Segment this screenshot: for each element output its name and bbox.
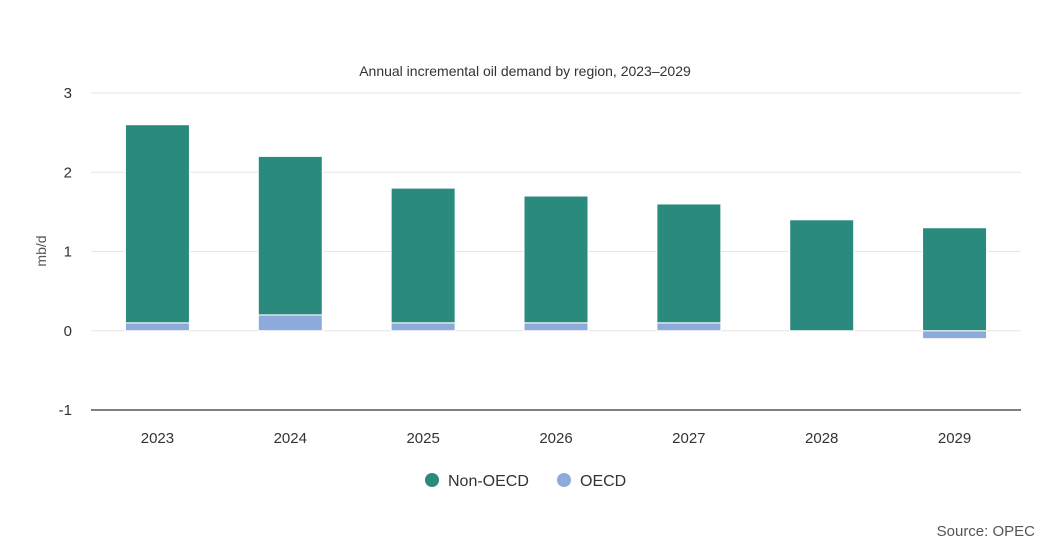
- bar-non-oecd[interactable]: [257, 155, 323, 316]
- bar-non-oecd[interactable]: [390, 187, 456, 324]
- x-tick-label: 2025: [406, 430, 439, 447]
- y-tick-label: 3: [64, 85, 72, 102]
- legend-label[interactable]: OECD: [580, 473, 626, 490]
- bar-oecd[interactable]: [523, 322, 589, 332]
- bar-oecd[interactable]: [124, 322, 190, 332]
- bar-oecd[interactable]: [922, 330, 988, 340]
- y-tick-label: 0: [64, 323, 72, 340]
- bar-non-oecd[interactable]: [124, 124, 190, 324]
- x-tick-label: 2029: [938, 430, 971, 447]
- y-tick-label: -1: [59, 402, 72, 419]
- x-tick-label: 2024: [274, 430, 307, 447]
- x-tick-label: 2027: [672, 430, 705, 447]
- bars: [124, 124, 988, 340]
- x-tick-label: 2023: [141, 430, 174, 447]
- legend[interactable]: Non-OECD OECD: [425, 473, 626, 490]
- bar-oecd[interactable]: [656, 322, 722, 332]
- x-tick-label: 2026: [539, 430, 572, 447]
- y-tick-label: 2: [64, 164, 72, 181]
- bar-non-oecd[interactable]: [656, 203, 722, 324]
- source-note: Source: OPEC: [937, 523, 1036, 540]
- bar-oecd[interactable]: [257, 314, 323, 332]
- legend-label[interactable]: Non-OECD: [448, 473, 529, 490]
- chart-title: Annual incremental oil demand by region,…: [359, 63, 691, 79]
- y-tick-label: 1: [64, 244, 72, 261]
- y-axis-label: mb/d: [33, 235, 49, 266]
- bar-non-oecd[interactable]: [523, 195, 589, 324]
- legend-marker[interactable]: [557, 473, 571, 487]
- axes: -1 0 1 2 3 2023 2024 2025 2026 2027 2028 2029: [59, 85, 1021, 447]
- bar-non-oecd[interactable]: [789, 219, 855, 332]
- bar-oecd[interactable]: [390, 322, 456, 332]
- bar-non-oecd[interactable]: [922, 227, 988, 332]
- legend-marker[interactable]: [425, 473, 439, 487]
- x-tick-label: 2028: [805, 430, 838, 447]
